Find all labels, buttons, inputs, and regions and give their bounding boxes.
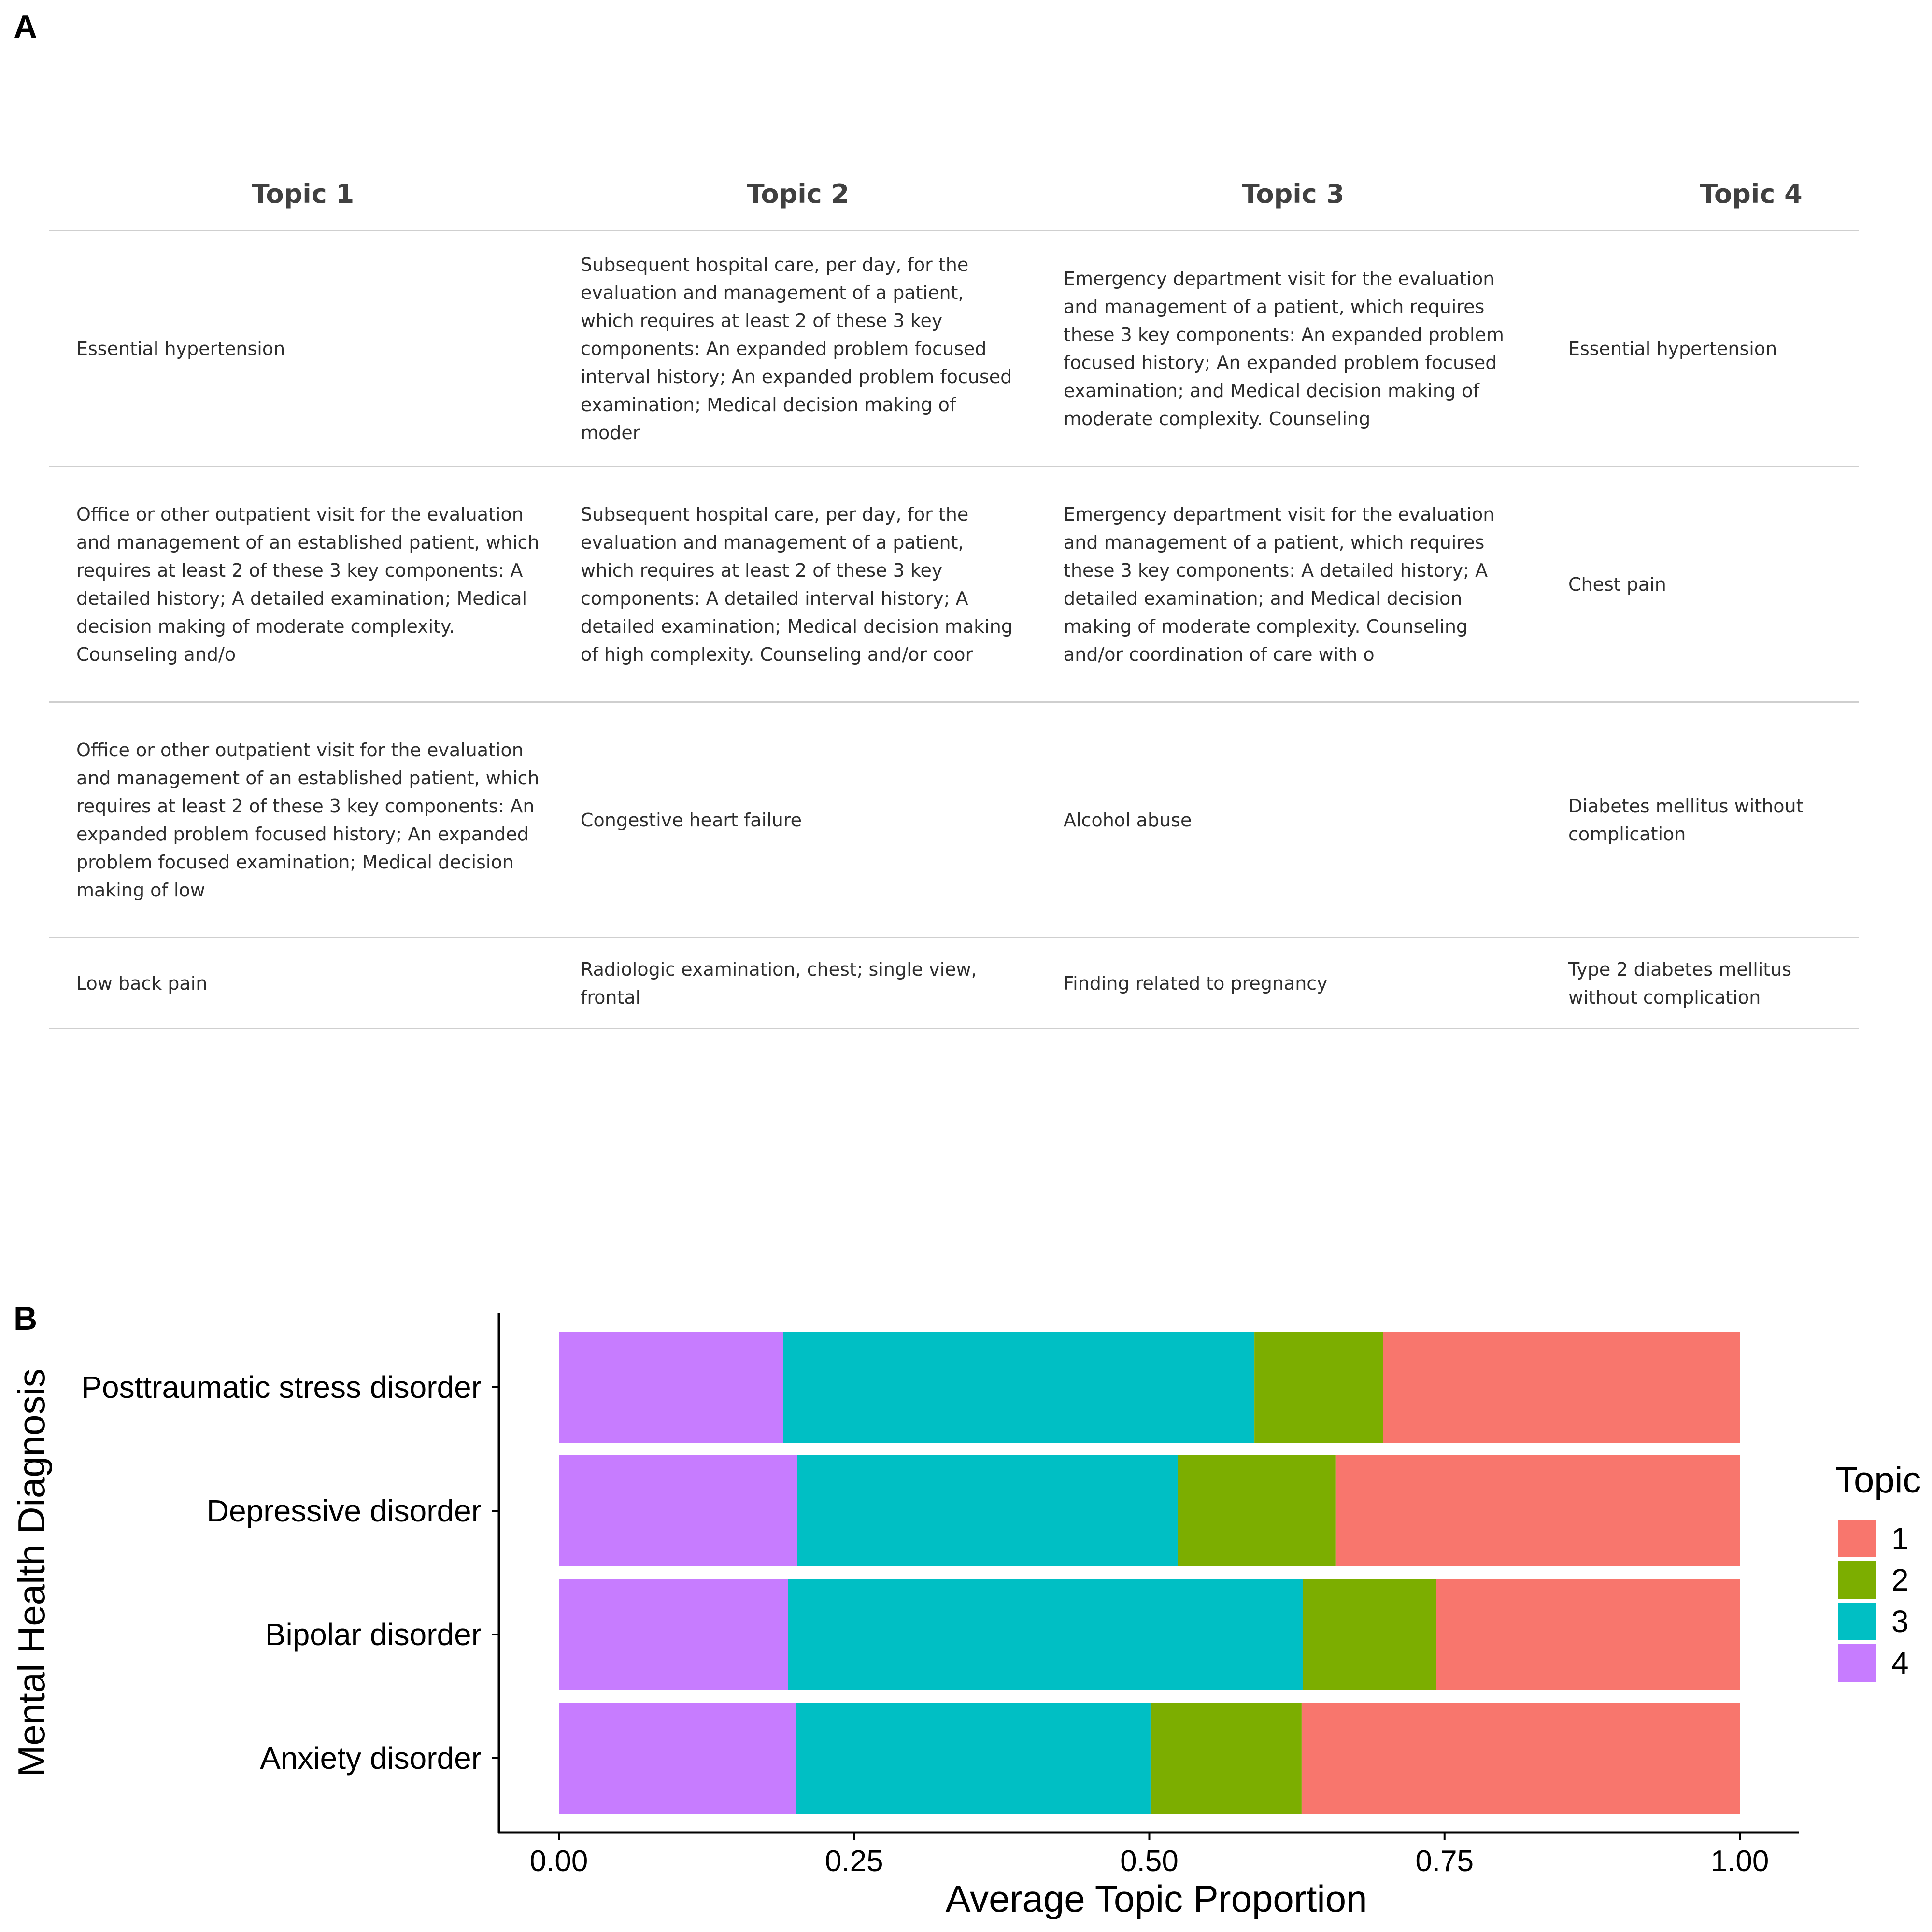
y-tick-label: Bipolar disorder <box>265 1617 482 1652</box>
legend-label: 1 <box>1891 1521 1909 1556</box>
x-tick-label: 0.00 <box>530 1845 588 1878</box>
table-row: Low back pain Radiologic examination, ch… <box>49 938 1859 1029</box>
bar-segment <box>559 1579 788 1690</box>
x-tick-label: 0.25 <box>825 1845 883 1878</box>
y-tick-label: Posttraumatic stress disorder <box>81 1370 482 1405</box>
table-cell: Subsequent hospital care, per day, for t… <box>581 254 1012 443</box>
bar-segment <box>1303 1579 1436 1690</box>
table-cell: Type 2 diabetes mellitus without complic… <box>1568 958 1792 1008</box>
bar-segment <box>1335 1455 1740 1566</box>
legend-swatch <box>1838 1644 1876 1682</box>
table-cell: Subsequent hospital care, per day, for t… <box>581 503 1013 665</box>
y-tick-label: Anxiety disorder <box>260 1741 482 1776</box>
table-cell: Chest pain <box>1568 573 1666 595</box>
table-cell: Essential hypertension <box>1568 338 1777 359</box>
y-tick-label: Depressive disorder <box>207 1493 482 1528</box>
column-header-topic-2: Topic 2 <box>746 179 850 209</box>
table-cell: Congestive heart failure <box>581 809 802 831</box>
bar-segment <box>796 1703 1151 1814</box>
legend-title: Topic <box>1835 1460 1921 1501</box>
table-row: Office or other outpatient visit for the… <box>49 467 1859 703</box>
table-header: Topic 1 Topic 2 Topic 3 Topic 4 <box>49 169 1859 231</box>
x-tick-label: 0.75 <box>1415 1845 1474 1878</box>
column-header-topic-4: Topic 4 <box>1700 179 1803 209</box>
table-cell: Diabetes mellitus without complication <box>1568 795 1804 845</box>
column-header-topic-1: Topic 1 <box>251 179 355 209</box>
panel-b-label: B <box>14 1300 38 1337</box>
table-cell: Office or other outpatient visit for the… <box>76 739 540 901</box>
table-cell: Office or other outpatient visit for the… <box>76 503 540 665</box>
legend-swatch <box>1838 1520 1876 1557</box>
legend-label: 3 <box>1891 1604 1909 1639</box>
topic-table: Topic 1 Topic 2 Topic 3 Topic 4 Essentia… <box>49 169 1859 1029</box>
table-cell: Essential hypertension <box>76 338 285 359</box>
bar-segment <box>559 1455 797 1566</box>
legend-label: 2 <box>1891 1563 1909 1597</box>
table-cell: Emergency department visit for the evalu… <box>1064 503 1495 665</box>
bar-segment <box>1254 1332 1383 1443</box>
legend-label: 4 <box>1891 1646 1909 1680</box>
bar-segment <box>559 1703 796 1814</box>
legend-swatch <box>1838 1561 1876 1599</box>
table-cell: Low back pain <box>76 972 208 994</box>
table-row: Office or other outpatient visit for the… <box>49 703 1859 938</box>
table-row: Essential hypertension Subsequent hospit… <box>49 231 1859 467</box>
bar-segment <box>1178 1455 1336 1566</box>
table-cell: Emergency department visit for the evalu… <box>1064 268 1504 429</box>
bar-segment <box>1150 1703 1302 1814</box>
column-header-topic-3: Topic 3 <box>1241 179 1345 209</box>
bar-segment <box>797 1455 1178 1566</box>
x-tick-label: 1.00 <box>1711 1845 1769 1878</box>
legend-swatch <box>1838 1603 1876 1640</box>
x-tick-label: 0.50 <box>1120 1845 1179 1878</box>
y-axis-title: Mental Health Diagnosis <box>10 1368 53 1776</box>
bar-segment <box>1301 1703 1740 1814</box>
bar-segment <box>788 1579 1303 1690</box>
x-axis-title: Average Topic Proportion <box>945 1877 1367 1920</box>
bar-segment <box>1383 1332 1740 1443</box>
table-cell: Alcohol abuse <box>1064 809 1192 831</box>
bar-segment <box>783 1332 1255 1443</box>
table-cell: Radiologic examination, chest; single vi… <box>581 958 977 1008</box>
panel-a-label: A <box>14 9 38 45</box>
bar-segment <box>559 1332 783 1443</box>
table-cell: Finding related to pregnancy <box>1064 972 1328 994</box>
bar-segment <box>1436 1579 1740 1690</box>
